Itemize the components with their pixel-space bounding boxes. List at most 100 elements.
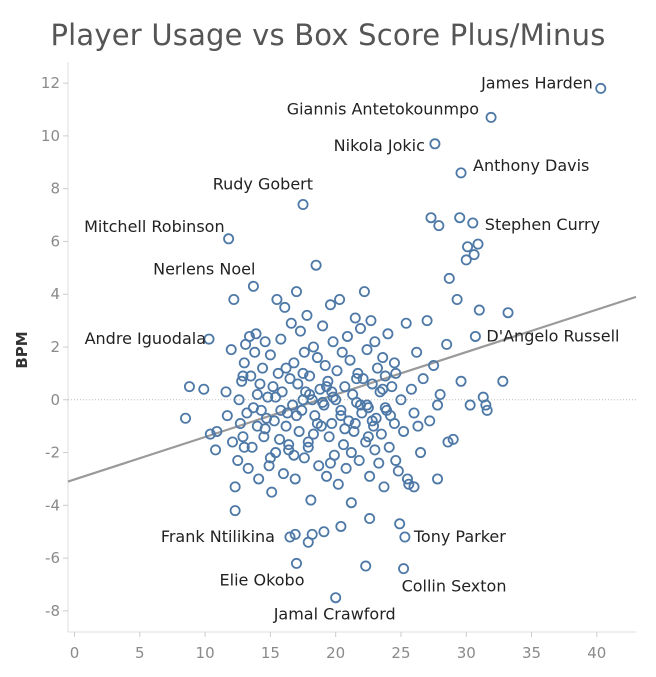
data-point[interactable] (277, 468, 289, 480)
data-point[interactable] (455, 375, 467, 387)
data-point[interactable] (275, 333, 287, 345)
data-point[interactable] (353, 454, 365, 466)
data-point[interactable] (262, 391, 274, 403)
data-point[interactable] (366, 378, 378, 390)
data-point[interactable] (432, 473, 444, 485)
data-point[interactable] (264, 349, 276, 361)
data-point[interactable] (253, 473, 265, 485)
data-point[interactable] (371, 362, 383, 374)
data-point[interactable] (378, 481, 390, 493)
data-point[interactable] (284, 531, 296, 543)
data-point[interactable] (297, 394, 309, 406)
data-point[interactable] (424, 415, 436, 427)
data-point[interactable] (421, 315, 433, 327)
data-point[interactable] (334, 293, 346, 305)
data-point[interactable] (443, 272, 455, 284)
data-point[interactable] (279, 301, 291, 313)
data-point[interactable] (361, 399, 373, 411)
data-point[interactable] (324, 457, 336, 469)
data-point[interactable] (280, 362, 292, 374)
data-point[interactable] (243, 330, 255, 342)
data-point[interactable] (220, 386, 232, 398)
data-point[interactable] (415, 447, 427, 459)
data-point[interactable] (254, 378, 266, 390)
data-point[interactable] (331, 365, 343, 377)
data-point[interactable] (233, 394, 245, 406)
data-point[interactable] (274, 433, 286, 445)
data-point[interactable] (462, 241, 474, 253)
data-point[interactable] (338, 439, 350, 451)
data-point[interactable] (321, 381, 333, 393)
data-point[interactable] (242, 462, 254, 474)
data-point[interactable] (289, 473, 301, 485)
data-point[interactable] (323, 431, 335, 443)
data-point[interactable] (464, 399, 476, 411)
data-point[interactable] (595, 82, 607, 94)
data-point[interactable] (291, 557, 303, 569)
data-point[interactable] (263, 460, 275, 472)
data-point[interactable] (284, 373, 296, 385)
data-point[interactable] (454, 212, 466, 224)
data-point[interactable] (326, 418, 338, 430)
data-point[interactable] (301, 309, 313, 321)
data-point[interactable] (311, 352, 323, 364)
data-point[interactable] (335, 404, 347, 416)
data-point[interactable] (264, 452, 276, 464)
data-point[interactable] (296, 404, 308, 416)
data-point[interactable] (298, 452, 310, 464)
data-point[interactable] (390, 454, 402, 466)
data-point[interactable] (336, 346, 348, 358)
data-point[interactable] (344, 354, 356, 366)
data-point[interactable] (480, 399, 492, 411)
data-point[interactable] (467, 217, 479, 229)
data-point[interactable] (394, 518, 406, 530)
data-point[interactable] (324, 299, 336, 311)
data-point[interactable] (258, 431, 270, 443)
data-point[interactable] (377, 383, 389, 395)
data-point[interactable] (335, 410, 347, 422)
data-point[interactable] (481, 404, 493, 416)
data-point[interactable] (382, 328, 394, 340)
data-point[interactable] (356, 407, 368, 419)
data-point[interactable] (357, 373, 369, 385)
data-point[interactable] (442, 436, 454, 448)
data-point[interactable] (433, 220, 445, 232)
data-point[interactable] (405, 383, 417, 395)
data-point[interactable] (364, 470, 376, 482)
data-point[interactable] (340, 462, 352, 474)
data-point[interactable] (241, 407, 253, 419)
data-point[interactable] (485, 111, 497, 123)
data-point[interactable] (198, 383, 210, 395)
data-point[interactable] (268, 415, 280, 427)
data-point[interactable] (287, 399, 299, 411)
data-point[interactable] (280, 420, 292, 432)
data-point[interactable] (411, 346, 423, 358)
data-point[interactable] (392, 465, 404, 477)
data-point[interactable] (255, 404, 267, 416)
data-point[interactable] (469, 330, 481, 342)
data-point[interactable] (417, 373, 429, 385)
data-point[interactable] (441, 338, 453, 350)
data-point[interactable] (305, 494, 317, 506)
data-point[interactable] (302, 441, 314, 453)
data-point[interactable] (451, 293, 463, 305)
data-point[interactable] (341, 330, 353, 342)
data-point[interactable] (267, 381, 279, 393)
data-point[interactable] (302, 436, 314, 448)
data-point[interactable] (345, 497, 357, 509)
data-point[interactable] (234, 418, 246, 430)
data-point[interactable] (183, 381, 195, 393)
data-point[interactable] (266, 486, 278, 498)
data-point[interactable] (447, 433, 459, 445)
data-point[interactable] (434, 388, 446, 400)
data-point[interactable] (238, 441, 250, 453)
data-point[interactable] (321, 470, 333, 482)
data-point[interactable] (238, 357, 250, 369)
data-point[interactable] (291, 410, 303, 422)
data-point[interactable] (401, 473, 413, 485)
data-point[interactable] (257, 362, 269, 374)
data-point[interactable] (313, 460, 325, 472)
data-point[interactable] (307, 341, 319, 353)
data-point[interactable] (388, 357, 400, 369)
data-point[interactable] (502, 307, 514, 319)
